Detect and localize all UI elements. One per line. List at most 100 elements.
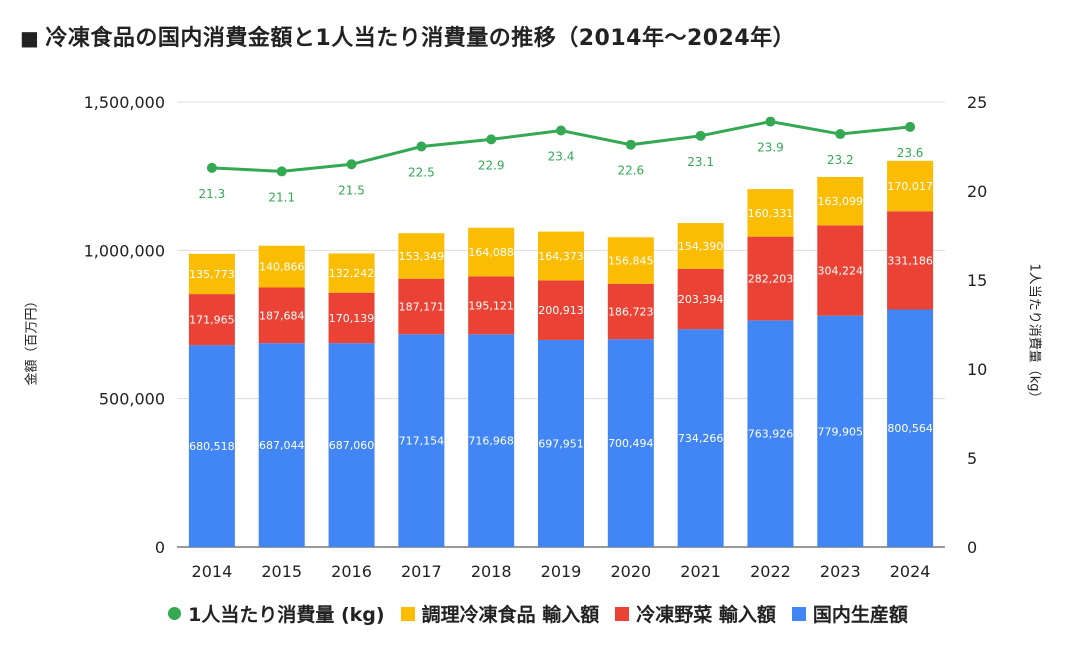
x-tick-label: 2020 [610, 562, 651, 581]
per-capita-point [346, 159, 357, 170]
x-tick-label: 2014 [192, 562, 233, 581]
y-right-tick-label: 10 [967, 360, 987, 379]
bar-value-label: 163,099 [818, 195, 864, 208]
legend-label: 冷凍野菜 輸入額 [636, 604, 776, 626]
y-left-tick-label: 500,000 [99, 390, 165, 409]
y-left-tick-label: 0 [155, 538, 165, 557]
bar-prepared [887, 160, 934, 212]
per-capita-point [416, 141, 427, 152]
bar-prepared [328, 253, 375, 293]
bar-domestic [747, 320, 794, 547]
bar-prepared [817, 176, 864, 226]
per-capita-point [905, 121, 916, 132]
legend-swatch-icon [400, 606, 415, 621]
legend-item-domestic: 国内生産額 [791, 600, 908, 627]
per-capita-value-label: 23.6 [897, 146, 924, 160]
legend-swatch-icon [615, 606, 630, 621]
bar-value-label: 154,390 [678, 240, 724, 253]
per-capita-point [556, 125, 566, 136]
y-right-tick-label: 5 [967, 449, 977, 468]
bar-domestic [188, 345, 235, 547]
bar-value-label: 717,154 [399, 435, 445, 448]
bar-prepared [188, 253, 235, 295]
bar-frozen_veg [677, 268, 724, 330]
bar-frozen_veg [258, 287, 305, 344]
bar-domestic [258, 343, 305, 547]
bar-value-label: 135,773 [189, 268, 235, 281]
y-right-tick-label: 15 [967, 271, 987, 290]
y-left-tick-label: 1,500,000 [84, 93, 165, 112]
bar-value-label: 164,373 [538, 250, 584, 263]
bar-value-label: 187,684 [259, 309, 305, 322]
bar-prepared [258, 245, 305, 288]
per-capita-value-label: 21.3 [199, 187, 226, 201]
legend-label: 国内生産額 [812, 604, 908, 626]
per-capita-value-label: 22.5 [408, 166, 435, 180]
y-right-tick-label: 0 [967, 538, 977, 557]
x-tick-label: 2018 [471, 562, 512, 581]
bar-frozen_veg [328, 292, 375, 344]
bar-prepared [607, 237, 654, 284]
x-tick-label: 2017 [401, 562, 442, 581]
legend-label: 調理冷凍食品 輸入額 [421, 604, 600, 626]
bar-frozen_veg [398, 278, 445, 335]
per-capita-point [625, 139, 636, 150]
y-right-tick-label: 20 [967, 182, 987, 201]
per-capita-value-label: 21.1 [268, 190, 295, 204]
per-capita-point [765, 116, 776, 127]
bar-value-label: 800,564 [887, 422, 933, 435]
per-capita-value-label: 23.1 [687, 155, 714, 169]
x-tick-label: 2021 [680, 562, 721, 581]
bar-value-label: 156,845 [608, 255, 654, 268]
bar-value-label: 687,060 [329, 439, 375, 452]
bar-domestic [677, 329, 724, 547]
legend-label: 1人当たり消費量 (kg) [188, 604, 385, 626]
bar-value-label: 304,224 [818, 265, 864, 278]
bar-prepared [747, 189, 794, 237]
legend-dot-icon [168, 607, 182, 620]
y-left-tick-label: 1,000,000 [84, 241, 165, 260]
bar-value-label: 779,905 [818, 425, 864, 438]
bar-value-label: 186,723 [608, 305, 654, 318]
bar-value-label: 170,017 [887, 180, 933, 193]
bar-prepared [677, 223, 724, 269]
legend-item-per-capita: 1人当たり消費量 (kg) [168, 600, 385, 627]
per-capita-value-label: 22.9 [478, 158, 505, 172]
bar-value-label: 164,088 [468, 246, 514, 259]
per-capita-point [276, 166, 287, 177]
bar-value-label: 763,926 [748, 428, 794, 441]
bar-frozen_veg [468, 276, 515, 335]
per-capita-value-label: 23.9 [757, 141, 784, 155]
per-capita-value-label: 22.6 [617, 164, 644, 178]
per-capita-point [206, 162, 217, 173]
bar-frozen_veg [747, 236, 794, 321]
per-capita-value-label: 21.5 [338, 183, 365, 197]
x-tick-label: 2019 [541, 562, 582, 581]
bar-domestic [468, 334, 515, 547]
bar-value-label: 697,951 [538, 437, 584, 450]
bar-value-label: 203,394 [678, 293, 724, 306]
per-capita-point [695, 130, 706, 141]
bar-value-label: 200,913 [538, 304, 584, 317]
x-tick-label: 2016 [331, 562, 372, 581]
bar-domestic [607, 339, 654, 547]
legend-swatch-icon [791, 606, 806, 621]
bar-domestic [398, 334, 445, 547]
bar-value-label: 282,203 [748, 273, 794, 286]
x-tick-label: 2023 [820, 562, 861, 581]
x-tick-label: 2024 [890, 562, 931, 581]
bar-value-label: 132,242 [329, 267, 375, 280]
legend-item-prepared: 調理冷凍食品 輸入額 [400, 600, 600, 627]
per-capita-point [486, 134, 497, 145]
bar-domestic [817, 315, 864, 547]
bar-value-label: 680,518 [189, 440, 235, 453]
x-tick-label: 2015 [261, 562, 302, 581]
bar-frozen_veg [538, 280, 584, 340]
bar-domestic [328, 343, 375, 547]
bar-value-label: 140,866 [259, 261, 305, 274]
bar-frozen_veg [607, 283, 654, 340]
bar-value-label: 734,266 [678, 432, 724, 445]
x-tick-label: 2022 [750, 562, 791, 581]
